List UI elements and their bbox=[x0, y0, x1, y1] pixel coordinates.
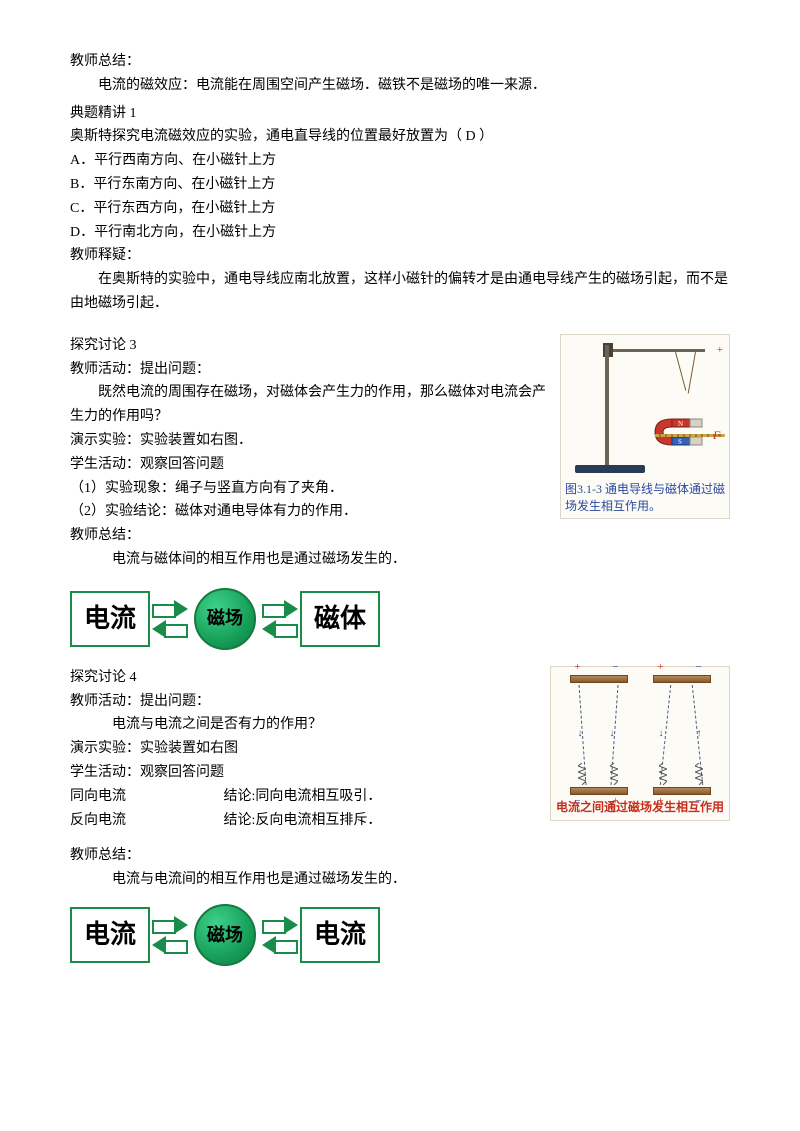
flow-diagram-current-current: 电流 磁场 电流 bbox=[70, 904, 730, 966]
flow-circle-center: 磁场 bbox=[194, 588, 256, 650]
row1-conclusion: 结论:同向电流相互吸引． bbox=[224, 789, 382, 804]
option-a: A．平行西南方向、在小磁针上方 bbox=[70, 149, 730, 173]
flow-diagram-current-magnet: 电流 磁场 磁体 bbox=[70, 588, 730, 650]
figure-parallel-wires: + − ↓ ↓ − + + − ↓ ↑ + − 电流之间通过磁场 bbox=[550, 666, 730, 821]
explain-body: 在奥斯特的实验中，通电导线应南北放置，这样小磁针的偏转才是由通电导线产生的磁场引… bbox=[70, 268, 730, 316]
example-heading: 典题精讲 1 bbox=[70, 102, 730, 126]
terminal-plus: + bbox=[612, 797, 620, 807]
terminal-plus: + bbox=[574, 663, 582, 673]
arrow-right-icon bbox=[152, 602, 188, 616]
summary-body: 电流与电流间的相互作用也是通过磁场发生的． bbox=[70, 868, 730, 892]
arrow-left-icon bbox=[152, 938, 188, 952]
summary-title: 教师总结： bbox=[70, 844, 730, 868]
stand-arm bbox=[605, 349, 705, 352]
wire-set-opposite: + − ↓ ↑ + − bbox=[647, 675, 717, 795]
horseshoe-magnet-icon: N S bbox=[650, 417, 710, 447]
flow-box-left: 电流 bbox=[70, 591, 150, 647]
option-c: C．平行东西方向，在小磁针上方 bbox=[70, 197, 730, 221]
row1-label: 同向电流 bbox=[70, 785, 220, 809]
option-b: B．平行东南方向、在小磁针上方 bbox=[70, 173, 730, 197]
hang-line bbox=[675, 352, 686, 391]
force-label: F bbox=[713, 425, 720, 445]
stand-base bbox=[575, 465, 645, 473]
pole-n-label: N bbox=[678, 420, 683, 428]
flow-circle-center: 磁场 bbox=[194, 904, 256, 966]
flow-box-right: 电流 bbox=[300, 907, 380, 963]
arrow-left-icon bbox=[152, 622, 188, 636]
arrow-pair-icon bbox=[262, 602, 298, 636]
terminal-minus: − bbox=[695, 663, 703, 673]
terminal-plus: + bbox=[657, 663, 665, 673]
explain-title: 教师释疑： bbox=[70, 244, 730, 268]
body-text: 电流的磁效应：电流能在周围空间产生磁场．磁铁不是磁场的唯一来源． bbox=[70, 74, 730, 98]
figure-caption: 图3.1-3 通电导线与磁体通过磁场发生相互作用。 bbox=[565, 481, 725, 515]
teacher-summary-4: 教师总结： 电流与电流间的相互作用也是通过磁场发生的． bbox=[70, 844, 730, 892]
terminal-minus: − bbox=[612, 663, 620, 673]
arrow-pair-icon bbox=[152, 918, 188, 952]
arrow-left-icon bbox=[262, 622, 298, 636]
arrow-right-icon bbox=[262, 918, 298, 932]
wire-set-same: + − ↓ ↓ − + bbox=[564, 675, 634, 795]
heading: 教师总结： bbox=[70, 50, 730, 74]
figure-wire-magnet: + − N S F 图3.1-3 通电导线与磁体通过磁场发生相互作用。 bbox=[560, 334, 730, 520]
arrow-pair-icon bbox=[262, 918, 298, 952]
teacher-summary-1: 教师总结： 电流的磁效应：电流能在周围空间产生磁场．磁铁不是磁场的唯一来源． bbox=[70, 50, 730, 98]
hang-line bbox=[688, 352, 696, 394]
terminal-plus: + bbox=[657, 797, 665, 807]
terminal-minus: − bbox=[695, 797, 703, 807]
flow-box-right: 磁体 bbox=[300, 591, 380, 647]
flow-box-left: 电流 bbox=[70, 907, 150, 963]
terminal-minus: − bbox=[574, 797, 582, 807]
row2-conclusion: 结论:反向电流相互排斥． bbox=[224, 813, 382, 828]
arrow-right-icon bbox=[262, 602, 298, 616]
terminal-plus: + bbox=[717, 341, 723, 360]
summary-body: 电流与磁体间的相互作用也是通过磁场发生的． bbox=[70, 548, 730, 572]
stand-pole bbox=[605, 345, 609, 465]
arrow-left-icon bbox=[262, 938, 298, 952]
example-1: 典题精讲 1 奥斯特探究电流磁效应的实验，通电直导线的位置最好放置为（ D ） … bbox=[70, 102, 730, 316]
option-d: D．平行南北方向，在小磁针上方 bbox=[70, 221, 730, 245]
summary-title: 教师总结： bbox=[70, 524, 730, 548]
arrow-right-icon bbox=[152, 918, 188, 932]
row2-label: 反向电流 bbox=[70, 809, 220, 833]
arrow-pair-icon bbox=[152, 602, 188, 636]
example-question: 奥斯特探究电流磁效应的实验，通电直导线的位置最好放置为（ D ） bbox=[70, 125, 730, 149]
pole-s-label: S bbox=[678, 438, 682, 446]
